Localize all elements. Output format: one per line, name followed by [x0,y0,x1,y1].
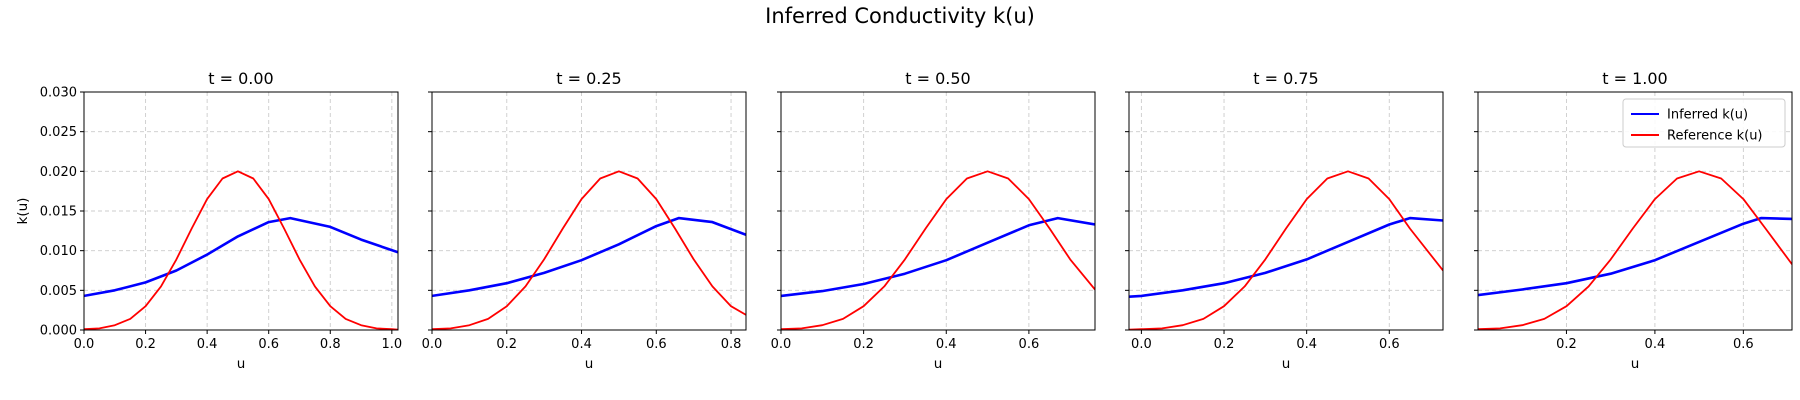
y-tick-label: 0.030 [40,86,77,101]
inferred-series-line [1129,216,1443,299]
x-tick-label: 0.0 [771,337,792,352]
inferred-series-line [432,216,746,298]
subplot-4: 0.0 0.2 0.4 0.6 t = 0.75 u [1125,69,1444,372]
subplot-title: t = 0.75 [1253,69,1318,88]
subplot-2: 0.0 0.2 0.4 0.6 0.8 t = 0.25 u [422,69,747,372]
reference-series-line [1478,170,1792,330]
subplot-1: 0.0 0.2 0.4 0.6 0.8 1.0 0.000 0.005 0.010 0.015 0.… [15,69,402,372]
inferred-series-line [84,216,398,298]
x-tick-label: 0.6 [646,337,667,352]
y-tick-label: 0.015 [40,205,77,220]
x-tick-label: 0.0 [422,337,443,352]
x-tick-label: 1.0 [381,337,402,352]
x-tick-label: 0.0 [1131,337,1152,352]
x-tick-label: 0.4 [1645,337,1666,352]
figure-title: Inferred Conductivity k(u) [765,4,1035,28]
reference-series-line [84,170,398,330]
legend-box [1622,98,1786,148]
x-tick-label: 0.2 [496,337,517,352]
reference-series-line [781,170,1095,330]
y-tick-label: 0.025 [40,125,77,140]
reference-series-line [1129,170,1443,330]
x-tick-label: 0.4 [1296,337,1317,352]
inferred-series-line [781,216,1095,298]
subplot-grid: 0.0 0.2 0.4 0.6 0.8 1.0 0.000 0.005 0.010 0.015 0.… [15,69,1793,372]
y-tick-label: 0.010 [40,244,77,259]
x-tick-label: 0.6 [258,337,279,352]
x-tick-label: 0.2 [135,337,156,352]
x-tick-label: 0.2 [1556,337,1577,352]
x-axis-label: u [934,356,943,372]
subplot-title: t = 0.50 [905,69,970,88]
x-tick-label: 0.4 [936,337,957,352]
subplot-5: 0.2 0.4 0.6 t = 1.00 u Inferred k(u) Reference… [1474,69,1793,372]
y-tick-label: 0.020 [40,165,77,180]
subplot-title: t = 0.25 [556,69,621,88]
x-axis-label: u [237,356,246,372]
x-tick-label: 0.0 [74,337,95,352]
x-axis-label: u [1282,356,1291,372]
subplot-title: t = 0.00 [208,69,273,88]
x-tick-label: 0.2 [853,337,874,352]
x-tick-label: 0.2 [1214,337,1235,352]
reference-series-line [432,170,746,330]
x-axis-label: u [1631,356,1640,372]
x-tick-label: 0.6 [1019,337,1040,352]
y-axis-label: k(u) [15,198,31,225]
x-axis-label: u [585,356,594,372]
x-tick-label: 0.6 [1379,337,1400,352]
x-tick-label: 0.4 [197,337,218,352]
x-tick-label: 0.8 [320,337,341,352]
x-tick-label: 0.6 [1733,337,1754,352]
x-tick-label: 0.4 [571,337,592,352]
y-tick-label: 0.000 [40,324,77,339]
subplot-3: 0.0 0.2 0.4 0.6 t = 0.50 u [771,69,1096,372]
y-tick-label: 0.005 [40,284,77,299]
inferred-series-line [1478,216,1792,297]
legend: Inferred k(u) Reference k(u) [1622,98,1786,148]
subplot-title: t = 1.00 [1602,69,1667,88]
x-tick-label: 0.8 [721,337,742,352]
legend-label: Inferred k(u) [1667,108,1748,123]
legend-label: Reference k(u) [1667,129,1763,144]
